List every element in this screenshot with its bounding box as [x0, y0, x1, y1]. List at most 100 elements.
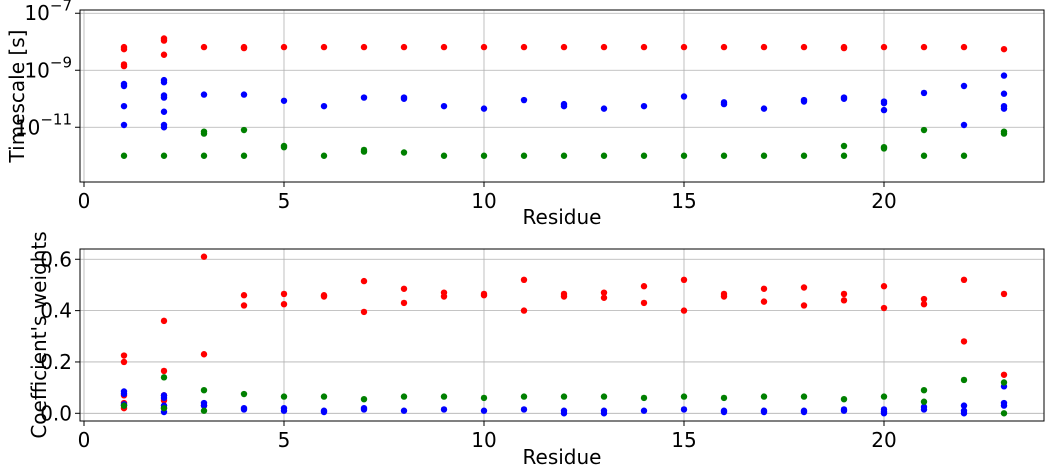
data-point — [360, 308, 368, 316]
data-point — [840, 290, 848, 298]
data-point — [560, 102, 568, 110]
series-2 — [120, 383, 1008, 417]
data-point — [400, 299, 408, 307]
data-point — [1000, 90, 1008, 97]
data-point — [680, 406, 688, 413]
data-point — [280, 290, 288, 298]
data-point — [400, 393, 408, 400]
data-point — [240, 390, 248, 398]
data-point — [280, 393, 288, 400]
data-point — [640, 283, 648, 290]
y-tick-label: 0.2 — [40, 350, 72, 374]
data-point — [240, 91, 248, 98]
data-point — [160, 108, 168, 115]
data-point — [840, 395, 848, 403]
data-point — [800, 408, 808, 416]
data-point — [720, 408, 728, 416]
data-point — [240, 292, 248, 299]
data-point — [240, 126, 248, 134]
x-tick-label: 10 — [471, 428, 496, 452]
data-point — [1000, 371, 1008, 378]
data-point — [160, 79, 168, 86]
data-point — [360, 406, 368, 413]
data-point — [760, 152, 768, 159]
data-point — [600, 410, 608, 417]
subplot-2: 0 5 10 15 20 0.0 0.2 0.4 0.6 Residue Coefficient's… — [27, 231, 1045, 469]
data-point — [680, 152, 688, 159]
series-2 — [120, 72, 1008, 131]
plot-frame — [79, 9, 1045, 183]
data-point — [720, 152, 728, 159]
data-point — [240, 302, 248, 309]
data-point — [480, 394, 488, 402]
data-point — [280, 43, 288, 51]
data-point — [320, 102, 328, 110]
data-point — [960, 276, 968, 284]
data-point — [600, 289, 608, 296]
data-point — [760, 393, 768, 400]
data-point — [800, 43, 808, 51]
data-point — [560, 43, 568, 51]
y-tick-label: 0.6 — [40, 247, 72, 271]
data-point — [440, 43, 448, 51]
data-point — [160, 124, 168, 131]
data-point — [560, 152, 568, 159]
data-point — [880, 283, 888, 290]
data-point — [400, 149, 408, 156]
data-point — [360, 43, 368, 51]
data-point — [200, 152, 208, 159]
data-point — [840, 142, 848, 150]
data-point — [120, 402, 128, 409]
data-point — [680, 276, 688, 284]
series-1 — [120, 35, 1008, 70]
data-point — [520, 152, 528, 159]
data-point — [440, 152, 448, 159]
data-point — [1000, 72, 1008, 79]
data-point — [160, 394, 168, 402]
data-point — [200, 43, 208, 51]
y-tick-label: 10−9 — [24, 53, 72, 82]
x-tick-label: 0 — [78, 428, 91, 452]
data-point — [720, 394, 728, 402]
y-tick-label: 0.0 — [40, 401, 72, 425]
data-point — [680, 43, 688, 51]
data-point — [960, 410, 968, 417]
data-point — [920, 89, 928, 97]
y-axis-label: Coefficient's weights — [27, 231, 51, 438]
data-point — [520, 307, 528, 314]
data-point — [640, 43, 648, 51]
data-point — [520, 96, 528, 104]
data-point — [200, 386, 208, 394]
data-point — [440, 393, 448, 400]
data-point — [600, 294, 608, 301]
data-point — [320, 43, 328, 51]
data-point — [280, 97, 288, 104]
data-point — [760, 43, 768, 51]
data-point — [480, 43, 488, 51]
data-point — [320, 408, 328, 416]
data-point — [920, 295, 928, 303]
data-point — [480, 407, 488, 414]
data-point — [360, 277, 368, 285]
data-point — [640, 407, 648, 414]
data-point — [320, 393, 328, 400]
data-point — [200, 351, 208, 358]
data-point — [840, 152, 848, 159]
y-tick-label: 0.4 — [40, 299, 72, 323]
data-point — [600, 43, 608, 51]
x-tick-label: 5 — [278, 189, 291, 213]
data-point — [520, 406, 528, 413]
data-point — [200, 91, 208, 98]
data-point — [160, 35, 168, 42]
data-point — [120, 121, 128, 129]
data-point — [440, 102, 448, 110]
data-point — [800, 302, 808, 309]
data-point — [1000, 379, 1008, 386]
data-point — [400, 43, 408, 51]
data-point — [760, 408, 768, 416]
data-point — [880, 106, 888, 114]
data-point — [280, 300, 288, 308]
data-point — [880, 43, 888, 51]
data-point — [920, 126, 928, 134]
x-tick-label: 10 — [471, 189, 496, 213]
